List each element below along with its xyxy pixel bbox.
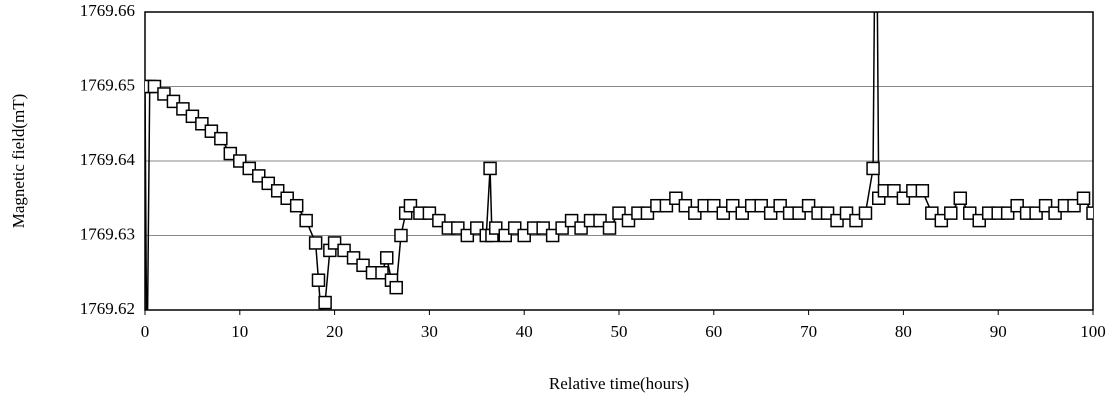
y-tick-label: 1769.63 — [80, 224, 135, 243]
data-point — [214, 131, 228, 146]
plot-area — [141, 12, 1093, 391]
x-tick-label: 60 — [705, 322, 722, 341]
data-point — [1076, 191, 1091, 205]
labels: 1769.62 1769.63 1769.64 1769.65 1769.66 0 10 20… — [80, 1, 1106, 341]
data-point — [858, 206, 873, 220]
data-point — [953, 191, 968, 205]
data-point — [311, 273, 326, 287]
data-point — [299, 213, 313, 228]
y-tick-label: 1769.66 — [80, 1, 135, 20]
data-point — [379, 251, 394, 265]
x-tick-label: 100 — [1080, 322, 1106, 341]
data-point — [915, 184, 930, 198]
x-tick-label: 70 — [800, 322, 817, 341]
x-axis-label: Relative time(hours) — [549, 374, 689, 393]
y-tick-label: 1769.64 — [80, 150, 136, 169]
x-tick-label: 40 — [516, 322, 533, 341]
x-tick-label: 80 — [895, 322, 912, 341]
data-point — [394, 228, 408, 243]
data-point — [141, 379, 153, 391]
y-axis-label: Magnetic field(mT) — [9, 94, 28, 229]
data-point — [289, 198, 304, 213]
grid — [145, 11, 1093, 311]
x-tick-label: 90 — [990, 322, 1007, 341]
data-point — [1086, 206, 1093, 220]
x-tick-label: 20 — [326, 322, 343, 341]
x-tick-label: 0 — [141, 322, 150, 341]
x-tick-label: 50 — [611, 322, 628, 341]
data-point — [389, 280, 403, 295]
data-point — [318, 295, 332, 310]
data-point — [483, 161, 497, 176]
data-point — [308, 236, 323, 250]
data-point — [602, 221, 617, 235]
x-tick-label: 30 — [421, 322, 438, 341]
y-tick-label: 1769.65 — [80, 75, 135, 94]
data-point — [866, 161, 880, 176]
y-tick-label: 1769.62 — [80, 299, 135, 318]
data-point — [944, 206, 958, 220]
x-tick-label: 10 — [231, 322, 248, 341]
